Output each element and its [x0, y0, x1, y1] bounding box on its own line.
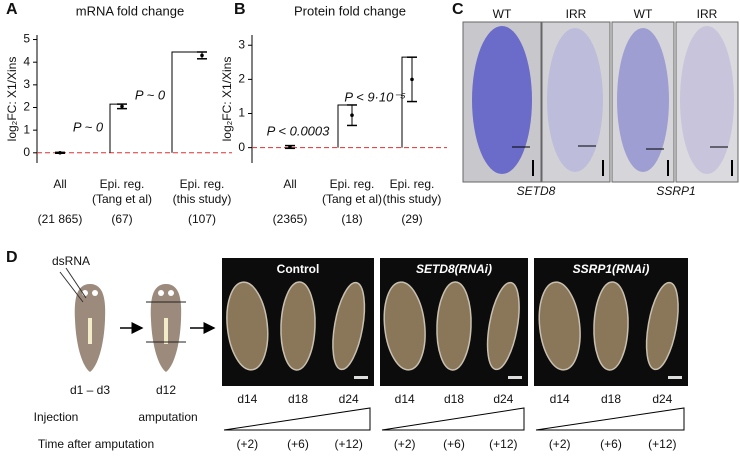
- time-wedge: [223, 407, 371, 431]
- y-tick-label: 0: [238, 140, 245, 154]
- mean-dot: [288, 145, 292, 149]
- chart-title: mRNA fold change: [76, 3, 184, 18]
- worm-image: [383, 281, 426, 371]
- significance-bracket: [109, 103, 122, 153]
- y-tick-label: 1: [238, 106, 245, 120]
- count-label: (2365): [273, 212, 308, 226]
- time-point: (+12): [489, 437, 517, 451]
- worm-image: [280, 281, 316, 371]
- scale-bar: [354, 376, 368, 379]
- y-tick-label: 1: [23, 122, 30, 136]
- count-label: (18): [341, 212, 362, 226]
- x-tick-note: (Tang et al): [322, 192, 382, 206]
- worm-image: [538, 281, 581, 371]
- significance-bracket: [337, 104, 352, 148]
- time-point: (+6): [287, 437, 309, 451]
- condition-label: IRR: [566, 7, 587, 21]
- x-tick-note: (this study): [173, 192, 232, 206]
- count-label: (29): [401, 212, 422, 226]
- schedule-step: amputation: [138, 410, 197, 424]
- day-label: d24: [339, 392, 359, 406]
- worm-image: [436, 281, 472, 371]
- dsrna-label: dsRNA: [52, 254, 90, 268]
- mean-dot: [120, 104, 124, 109]
- schedule-day: d12: [156, 383, 176, 397]
- day-label: d14: [237, 392, 257, 406]
- time-point: (+2): [549, 437, 571, 451]
- worm-image: [593, 281, 629, 371]
- x-tick-note: (Tang et al): [92, 192, 152, 206]
- worm-image: [486, 281, 520, 371]
- worm-schematic: [59, 267, 216, 372]
- mean-dot: [200, 53, 204, 58]
- day-label: d24: [493, 392, 513, 406]
- x-tick-label: Epi. reg.: [390, 177, 435, 191]
- scale-bar: [508, 376, 522, 379]
- x-tick-label: Epi. reg.: [180, 177, 225, 191]
- group-title: SETD8(RNAi): [416, 262, 492, 276]
- p-value: P ~ 0: [135, 87, 166, 102]
- worm-image: [226, 281, 269, 371]
- schedule-step: Injection: [34, 410, 79, 424]
- count-label: (67): [111, 212, 132, 226]
- count-label: (107): [188, 212, 216, 226]
- p-value: P < 0.0003: [267, 123, 331, 138]
- time-point: (+2): [394, 437, 416, 451]
- day-label: d18: [444, 392, 464, 406]
- day-label: d14: [395, 392, 415, 406]
- y-tick-label: 2: [23, 100, 30, 114]
- day-label: d24: [652, 392, 672, 406]
- y-tick-label: 0: [23, 145, 30, 159]
- chart-title: Protein fold change: [294, 3, 406, 18]
- y-tick-label: 4: [23, 54, 30, 68]
- worm-image: [332, 281, 366, 371]
- time-label: Time after amputation: [38, 437, 154, 451]
- significance-bracket: [171, 51, 202, 153]
- panel-label: C: [452, 1, 464, 18]
- day-label: d14: [550, 392, 570, 406]
- gene-label: SETD8: [517, 184, 556, 198]
- x-tick-label: Epi. reg.: [100, 177, 145, 191]
- time-point: (+12): [648, 437, 676, 451]
- panel-label: B: [234, 1, 246, 18]
- x-tick-label: All: [283, 177, 296, 191]
- x-tick-label: All: [53, 177, 66, 191]
- p-value: P ~ 0: [73, 119, 104, 134]
- group-title: SSRP1(RNAi): [573, 262, 650, 276]
- mean-dot: [410, 77, 414, 82]
- time-point: (+12): [334, 437, 362, 451]
- mean-dot: [58, 151, 62, 155]
- y-axis-label: log₂FC: X1/Xins: [220, 57, 234, 142]
- time-wedge: [381, 407, 525, 431]
- mean-dot: [350, 113, 354, 118]
- worm-image: [645, 281, 679, 371]
- panel-label: D: [6, 249, 18, 266]
- y-tick-label: 3: [23, 77, 30, 91]
- x-tick-note: (this study): [383, 192, 442, 206]
- time-wedge: [535, 407, 685, 431]
- time-point: (+2): [236, 437, 258, 451]
- condition-label: IRR: [697, 7, 718, 21]
- time-point: (+6): [443, 437, 465, 451]
- x-tick-label: Epi. reg.: [330, 177, 375, 191]
- count-label: (21 865): [38, 212, 83, 226]
- gene-label: SSRP1: [656, 184, 695, 198]
- day-label: d18: [601, 392, 621, 406]
- y-tick-label: 3: [238, 37, 245, 51]
- condition-label: WT: [634, 7, 653, 21]
- time-point: (+6): [600, 437, 622, 451]
- panel-c-images: [462, 21, 739, 183]
- condition-label: WT: [493, 7, 512, 21]
- y-axis-label: log₂FC: X1/Xins: [5, 57, 19, 142]
- group-title: Control: [277, 262, 320, 276]
- y-tick-label: 2: [238, 72, 245, 86]
- y-tick-label: 5: [23, 32, 30, 46]
- scale-bar: [668, 376, 682, 379]
- panel-label: A: [6, 1, 18, 18]
- schedule-day: d1 – d3: [70, 383, 110, 397]
- significance-bracket: [401, 56, 412, 148]
- day-label: d18: [288, 392, 308, 406]
- p-value: P < 9·10⁻⁵: [344, 89, 406, 104]
